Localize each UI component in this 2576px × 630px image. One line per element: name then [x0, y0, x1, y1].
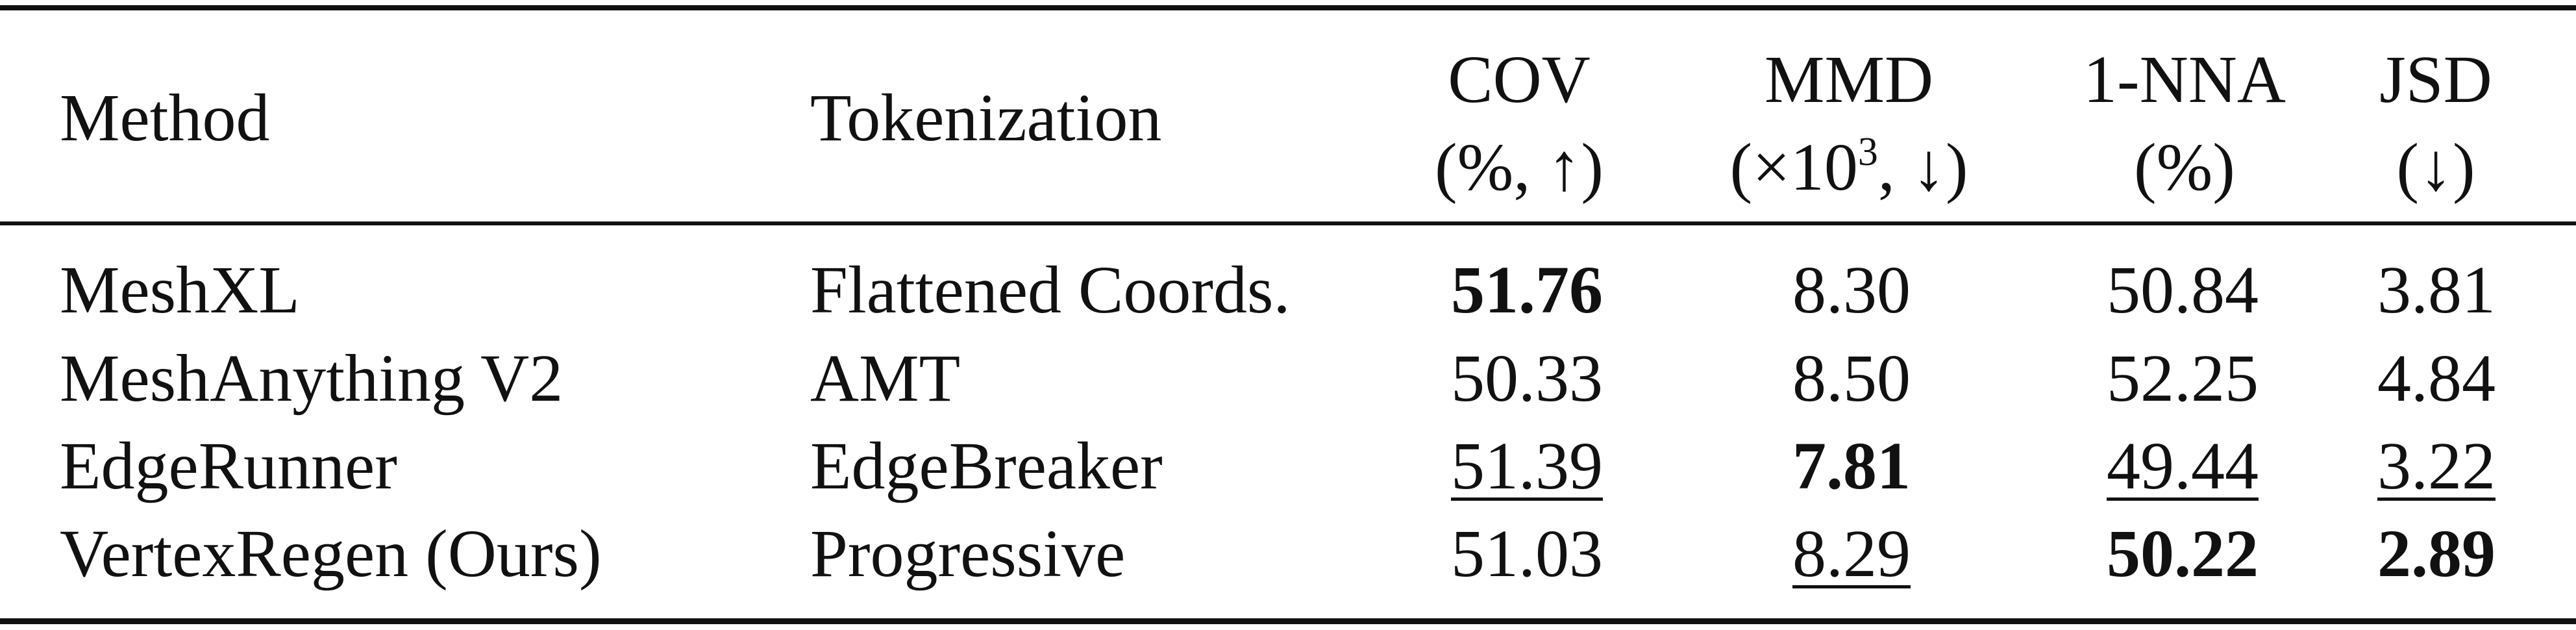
header-nna-title: 1-NNA: [2083, 42, 2286, 117]
row-vertexregen-nna: 50.22: [2107, 516, 2259, 591]
header-mmd-title: MMD: [1764, 42, 1934, 117]
row-vertexregen-jsd: 2.89: [2377, 516, 2496, 591]
row-vertexregen-method: VertexRegen (Ours): [60, 516, 602, 591]
row-vertexregen-tokenization: Progressive: [810, 516, 1126, 591]
row-meshanything-jsd: 4.84: [2377, 341, 2496, 416]
row-meshxl-jsd: 3.81: [2377, 253, 2496, 327]
header-cov: COV (%, ↑): [1435, 36, 1604, 211]
header-cov-unit: (%, ↑): [1435, 130, 1604, 205]
header-nna: 1-NNA (%): [2083, 36, 2286, 211]
header-method: Method: [60, 81, 270, 155]
row-meshanything-tokenization: AMT: [810, 341, 961, 416]
row-meshxl-method: MeshXL: [60, 253, 300, 327]
header-jsd-unit: (↓): [2396, 130, 2475, 205]
row-meshanything-nna: 52.25: [2107, 341, 2259, 416]
row-meshxl-mmd: 8.30: [1792, 253, 1911, 327]
row-vertexregen-mmd: 8.29: [1792, 516, 1911, 591]
row-meshxl-nna: 50.84: [2107, 253, 2259, 327]
header-mmd: MMD (×103, ↓): [1730, 36, 1968, 211]
row-meshxl-tokenization: Flattened Coords.: [810, 253, 1291, 327]
row-edgerunner-cov: 51.39: [1451, 429, 1603, 503]
header-tokenization: Tokenization: [810, 81, 1162, 155]
header-jsd: JSD (↓): [2379, 36, 2492, 211]
row-edgerunner-mmd: 7.81: [1792, 429, 1911, 503]
top-rule: [0, 5, 2576, 10]
header-cov-title: COV: [1448, 42, 1591, 117]
row-meshanything-mmd: 8.50: [1792, 341, 1911, 416]
header-nna-unit: (%): [2134, 130, 2235, 205]
header-jsd-title: JSD: [2379, 42, 2492, 117]
header-rule: [0, 221, 2576, 225]
row-edgerunner-nna: 49.44: [2107, 429, 2259, 503]
row-meshanything-method: MeshAnything V2: [60, 341, 564, 416]
header-mmd-unit: (×103, ↓): [1729, 130, 1968, 205]
bottom-rule: [0, 618, 2576, 624]
row-meshanything-cov: 50.33: [1451, 341, 1603, 416]
row-edgerunner-tokenization: EdgeBreaker: [810, 429, 1163, 503]
row-vertexregen-cov: 51.03: [1451, 516, 1603, 591]
row-meshxl-cov: 51.76: [1451, 253, 1603, 327]
row-edgerunner-jsd: 3.22: [2377, 429, 2496, 503]
row-edgerunner-method: EdgeRunner: [60, 429, 397, 503]
